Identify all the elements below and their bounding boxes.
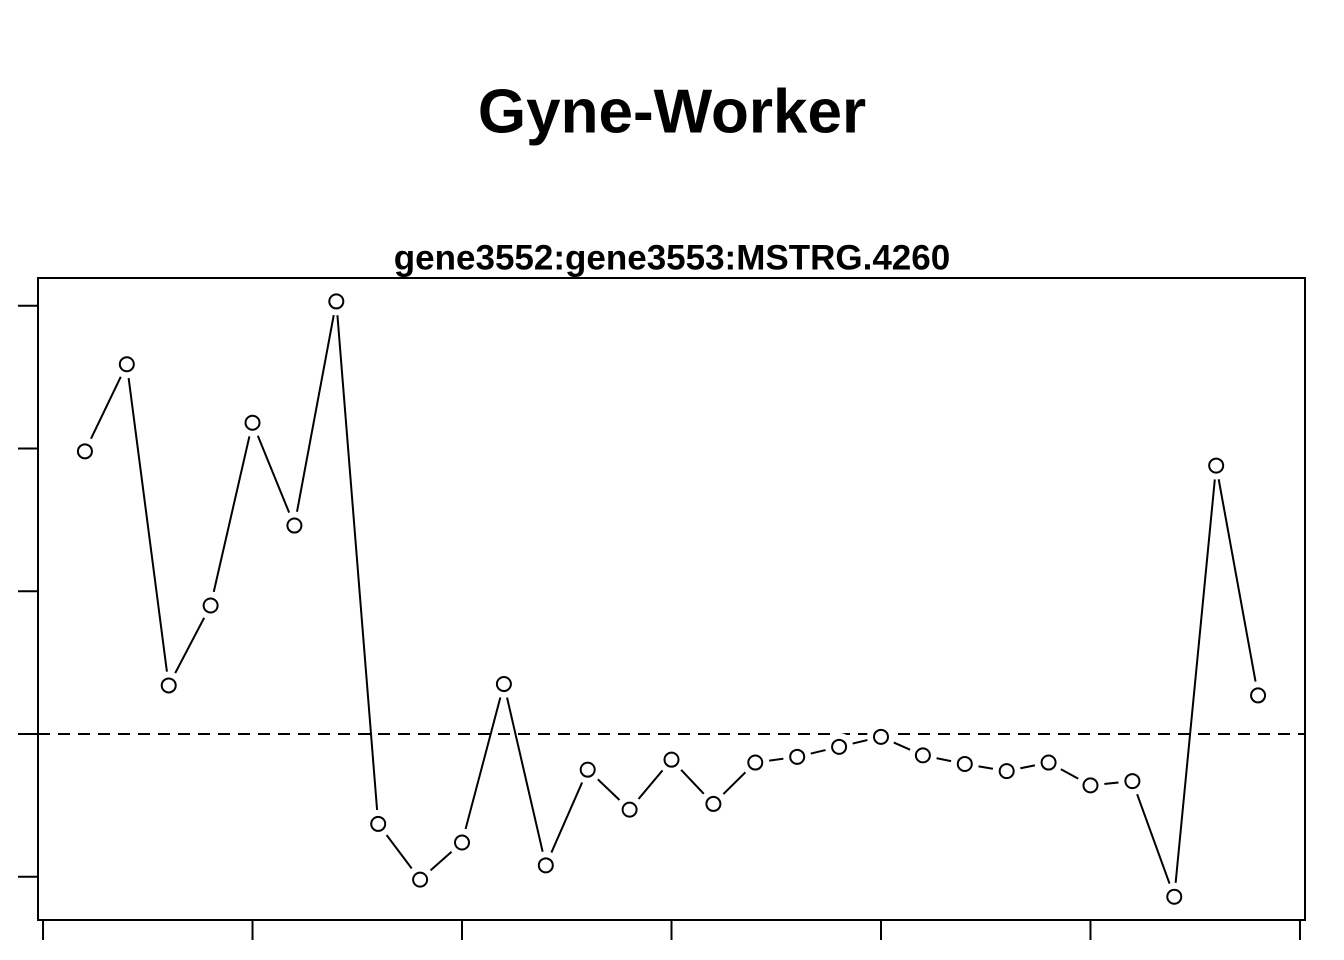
point [621, 801, 638, 818]
point [872, 728, 889, 745]
point [1040, 754, 1057, 771]
point [998, 763, 1015, 780]
point [1082, 777, 1099, 794]
point [286, 517, 303, 534]
point [118, 356, 135, 373]
point [370, 815, 387, 832]
point [1208, 457, 1225, 474]
point [495, 676, 512, 693]
point [579, 761, 596, 778]
point [454, 834, 471, 851]
point [831, 738, 848, 755]
point [244, 414, 261, 431]
point [160, 677, 177, 694]
point [789, 748, 806, 765]
point [76, 443, 93, 460]
point [1250, 687, 1267, 704]
point [747, 754, 764, 771]
series-line [84, 301, 1260, 898]
point [412, 871, 429, 888]
plot-frame [37, 277, 1306, 921]
point [705, 795, 722, 812]
point [537, 857, 554, 874]
point [663, 751, 680, 768]
point [1124, 773, 1141, 790]
point [328, 293, 345, 310]
point [1166, 888, 1183, 905]
point [956, 755, 973, 772]
chart-subtitle: gene3552:gene3553:MSTRG.4260 [394, 238, 950, 277]
point [914, 747, 931, 764]
chart-title: Gyne-Worker [478, 77, 866, 146]
point [202, 597, 219, 614]
